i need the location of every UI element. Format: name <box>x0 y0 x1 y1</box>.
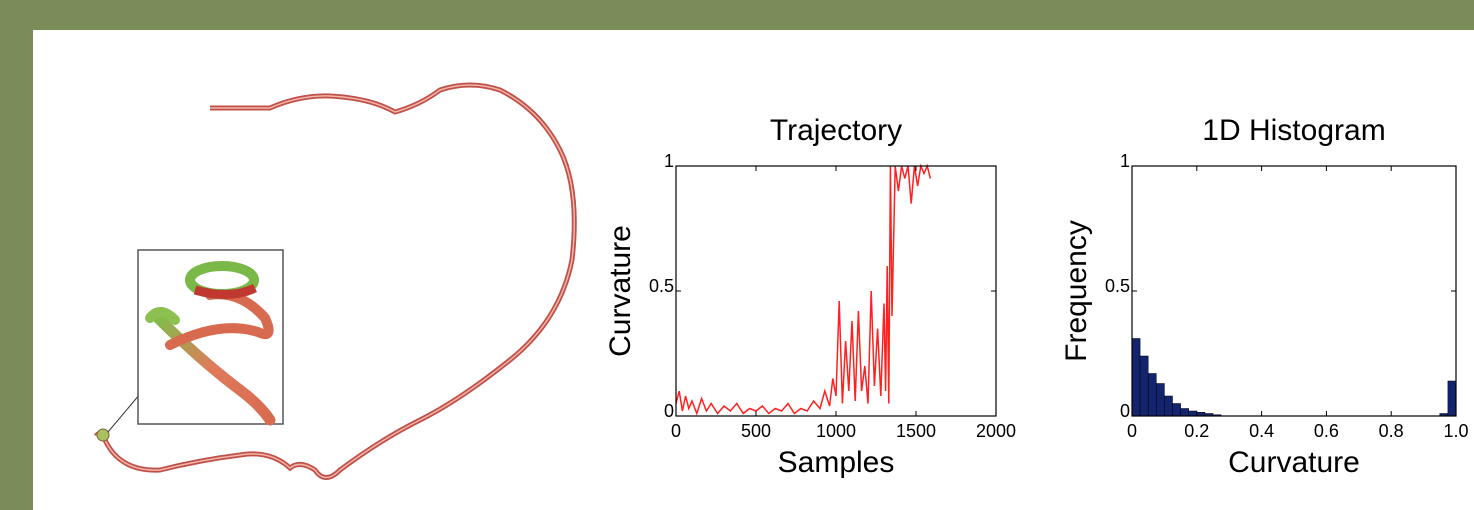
x-axis-label: Samples <box>778 446 895 479</box>
histogram-bar <box>1131 338 1141 417</box>
y-tick-label: 0 <box>1120 401 1130 421</box>
x-tick-label: 0.8 <box>1379 421 1404 441</box>
y-tick-label: 0.5 <box>649 276 674 296</box>
histogram-bar <box>1447 380 1457 417</box>
x-tick-label: 1500 <box>896 421 936 441</box>
histogram-bar <box>1188 410 1198 417</box>
histogram-bar <box>1139 355 1149 417</box>
chart-title: Trajectory <box>770 114 902 147</box>
x-tick-label: 0.6 <box>1314 421 1339 441</box>
x-tick-label: 0.2 <box>1184 421 1209 441</box>
y-tick-label: 1 <box>664 151 674 171</box>
histogram-bar <box>1180 408 1189 417</box>
x-axis-label: Curvature <box>1228 446 1360 479</box>
x-tick-label: 1000 <box>816 421 856 441</box>
y-tick-label: 0 <box>664 401 674 421</box>
x-tick-label: 0 <box>1127 421 1137 441</box>
y-tick-label: 0.5 <box>1105 276 1130 296</box>
x-tick-label: 1.0 <box>1443 421 1468 441</box>
x-tick-label: 2000 <box>976 421 1016 441</box>
histogram-bar <box>1147 373 1157 417</box>
x-tick-label: 500 <box>741 421 771 441</box>
histogram-bar <box>1156 383 1165 417</box>
trajectory-tube <box>93 82 577 480</box>
histogram-bar <box>1164 395 1173 417</box>
y-axis-label: Curvature <box>604 225 637 357</box>
chart-title: 1D Histogram <box>1202 114 1385 147</box>
x-tick-label: 0.4 <box>1249 421 1274 441</box>
y-axis-label: Frequency <box>1060 220 1093 362</box>
x-tick-label: 0 <box>671 421 681 441</box>
y-tick-label: 1 <box>1120 151 1130 171</box>
histogram-bar <box>1172 403 1181 417</box>
data-line <box>675 163 932 416</box>
inset <box>137 249 284 426</box>
